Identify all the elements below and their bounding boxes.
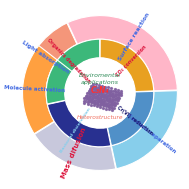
Wedge shape <box>46 60 72 104</box>
Text: Enviromental: Enviromental <box>79 74 121 78</box>
Text: CO₂ conversion: CO₂ conversion <box>115 44 147 78</box>
Text: Molecule activation: Molecule activation <box>4 85 65 94</box>
Text: Surface reaction: Surface reaction <box>118 12 151 62</box>
Text: Cr(VI) reduction: Cr(VI) reduction <box>116 105 154 136</box>
Text: Heterostructure: Heterostructure <box>77 115 123 119</box>
Wedge shape <box>34 122 116 170</box>
Wedge shape <box>107 91 154 146</box>
Wedge shape <box>22 46 57 134</box>
Polygon shape <box>84 84 93 103</box>
Text: Organics degradation: Organics degradation <box>46 38 92 84</box>
Text: applications: applications <box>81 80 119 85</box>
Wedge shape <box>46 39 100 92</box>
Text: C₃N₄: C₃N₄ <box>91 86 109 95</box>
Text: Carriers separation: Carriers separation <box>126 113 177 154</box>
Wedge shape <box>100 39 154 92</box>
Wedge shape <box>67 15 177 91</box>
Text: Bacterial disinfection: Bacterial disinfection <box>60 107 92 154</box>
Wedge shape <box>47 101 111 147</box>
Circle shape <box>66 59 134 127</box>
Wedge shape <box>111 91 177 169</box>
Wedge shape <box>22 23 77 91</box>
Text: Light absorption: Light absorption <box>21 40 70 74</box>
Text: Mass difusion: Mass difusion <box>61 127 88 180</box>
